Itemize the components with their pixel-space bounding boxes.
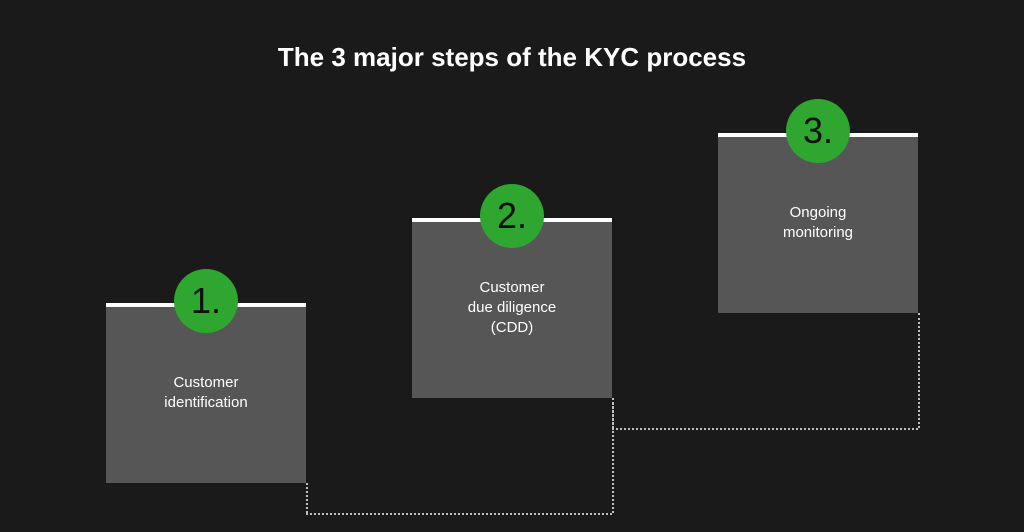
- step-number-2: 2.: [497, 198, 527, 234]
- step-number-3: 3.: [803, 113, 833, 149]
- connector-1-v1: [306, 483, 308, 513]
- connector-2-v2: [918, 313, 920, 428]
- page-title: The 3 major steps of the KYC process: [0, 42, 1024, 73]
- step-badge-1: 1.: [174, 269, 238, 333]
- step-label-3: Ongoing monitoring: [769, 203, 867, 244]
- connector-1-h: [306, 513, 612, 515]
- connector-2-h: [612, 428, 918, 430]
- step-label-1: Customer identification: [150, 373, 261, 414]
- step-badge-2: 2.: [480, 184, 544, 248]
- step-3: Ongoing monitoring3.: [718, 133, 918, 313]
- step-2: Customer due diligence (CDD)2.: [412, 218, 612, 398]
- step-label-2: Customer due diligence (CDD): [454, 278, 570, 339]
- connector-2-v1: [612, 398, 614, 428]
- step-number-1: 1.: [191, 283, 221, 319]
- step-badge-3: 3.: [786, 99, 850, 163]
- step-1: Customer identification1.: [106, 303, 306, 483]
